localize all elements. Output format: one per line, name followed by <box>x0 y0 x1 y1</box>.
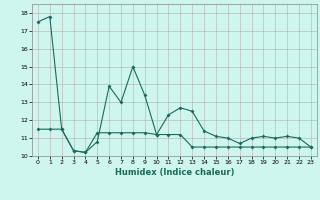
X-axis label: Humidex (Indice chaleur): Humidex (Indice chaleur) <box>115 168 234 177</box>
